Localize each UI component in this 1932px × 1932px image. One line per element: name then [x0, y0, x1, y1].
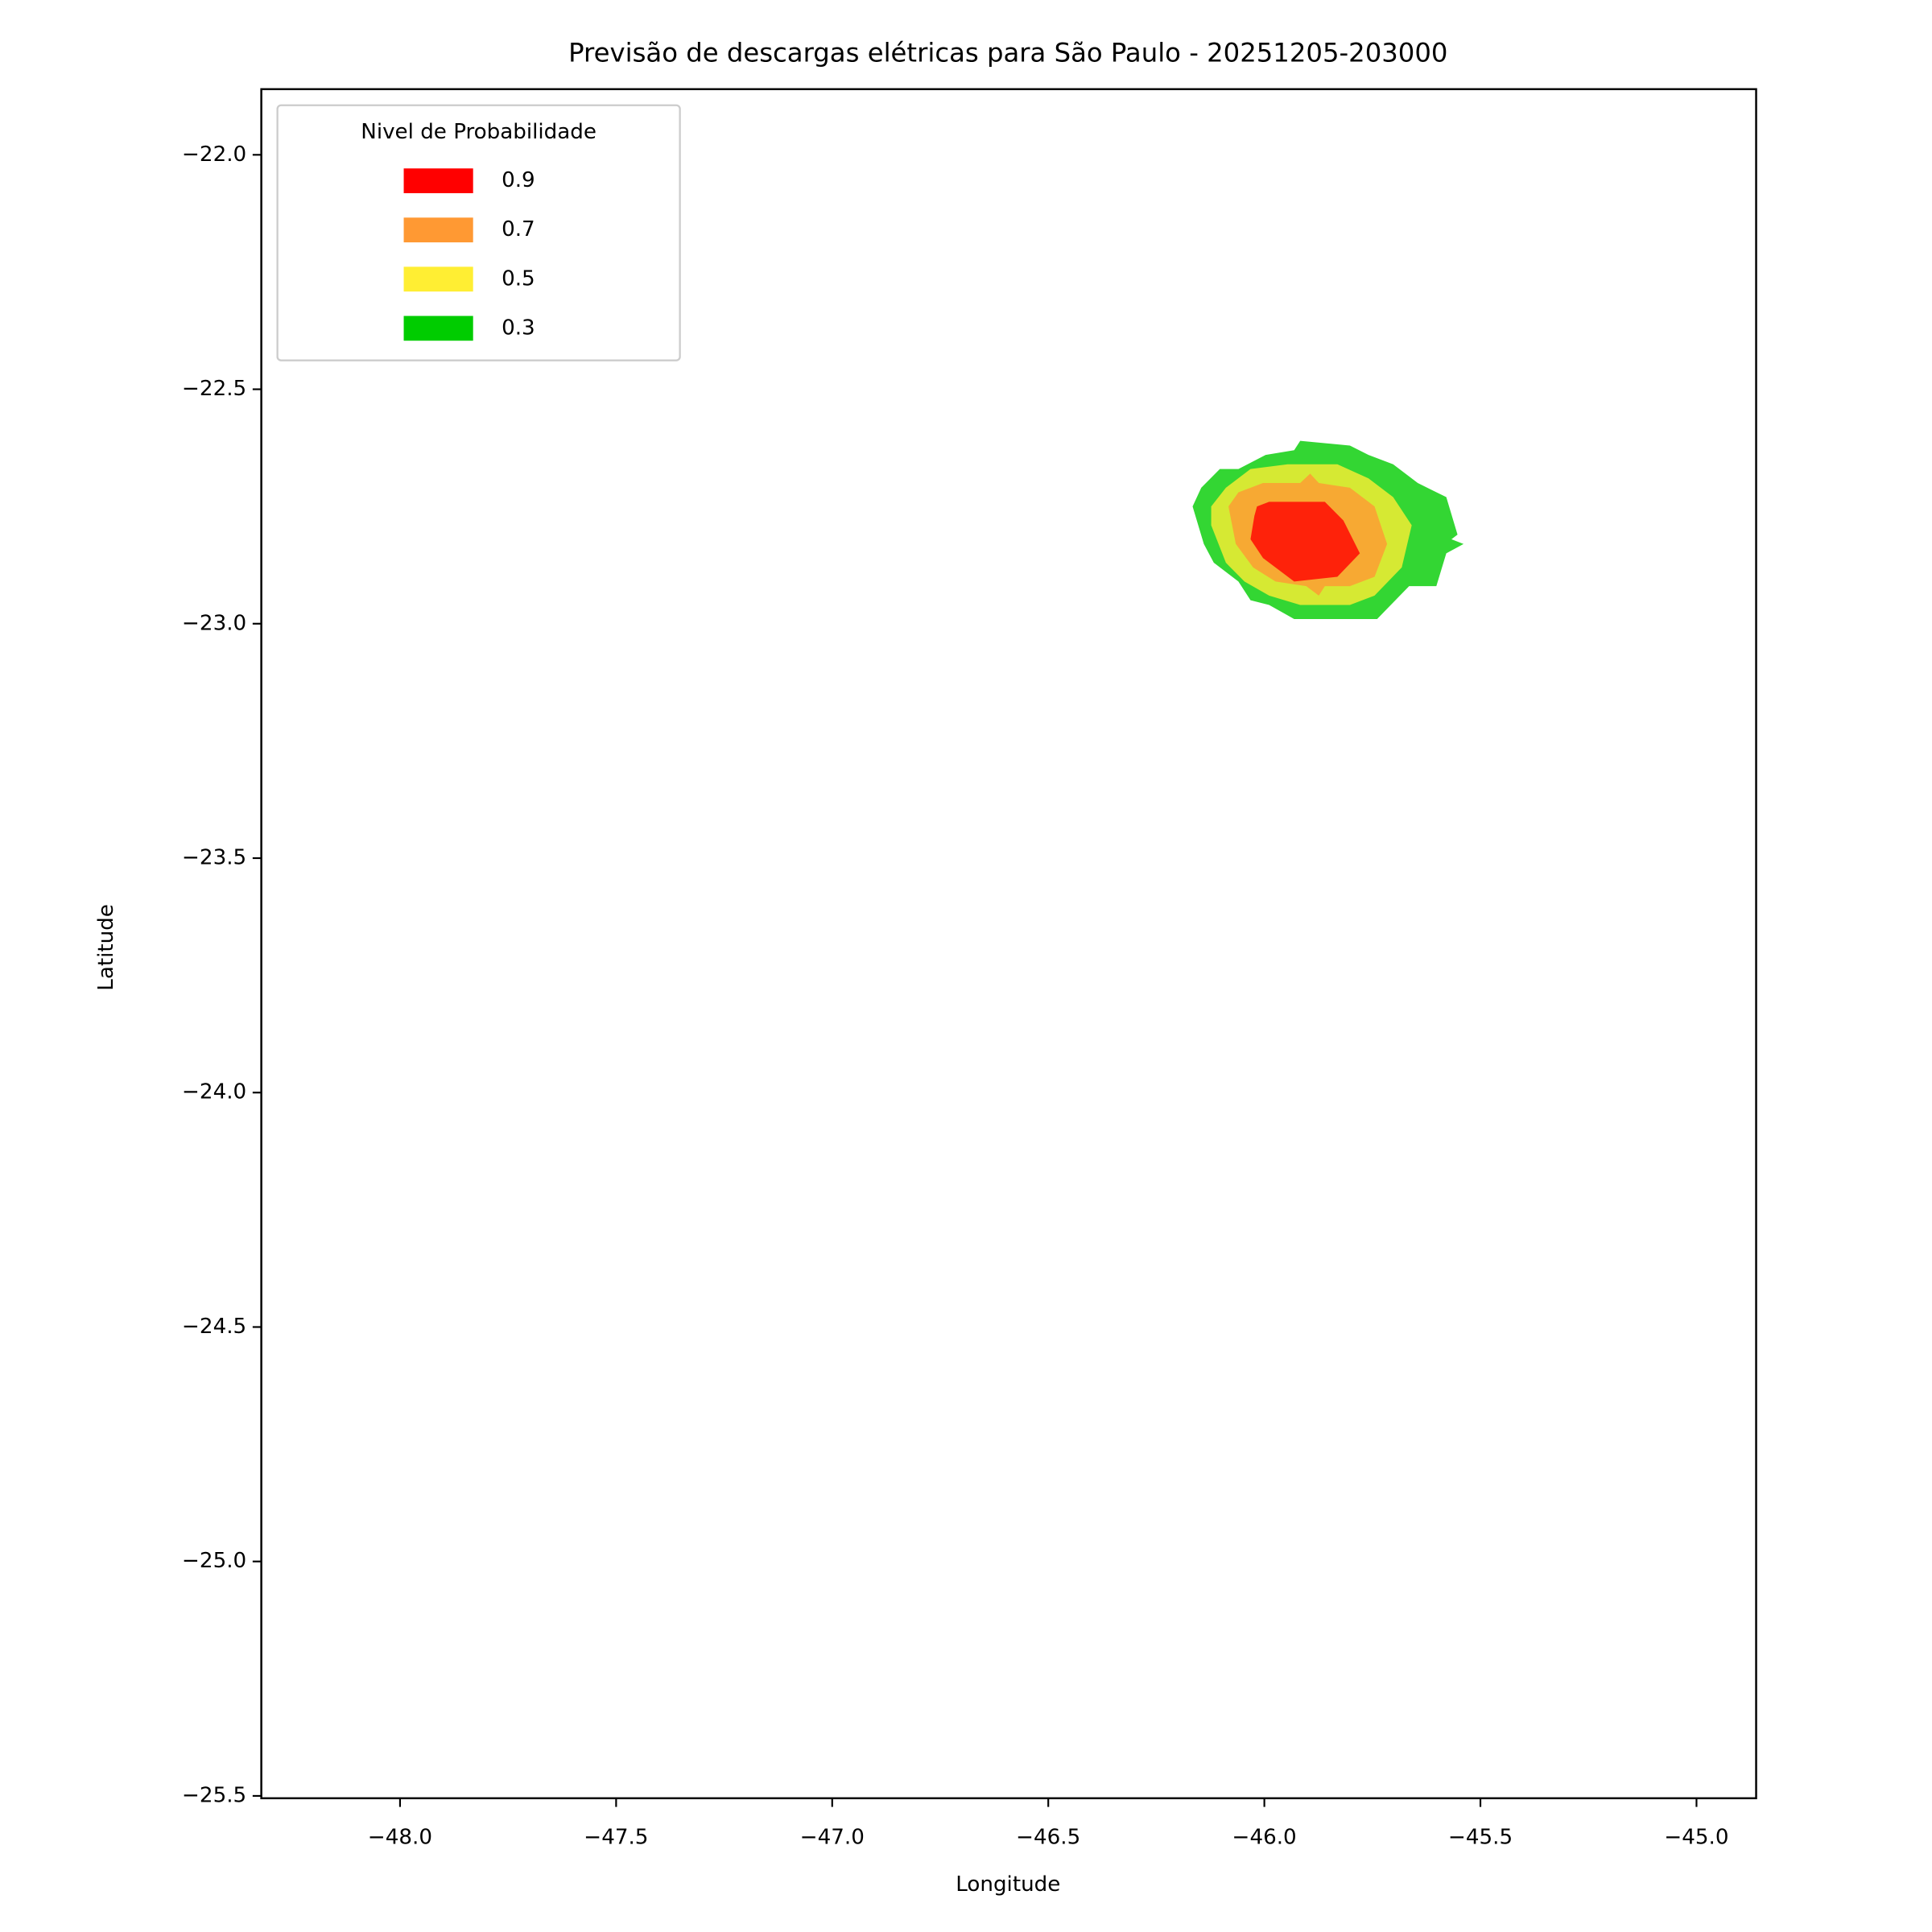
y-tick-label: −23.0: [182, 611, 246, 635]
x-tick-label: −46.5: [1016, 1826, 1080, 1850]
x-tick-label: −45.5: [1448, 1826, 1513, 1850]
contour-region: [1250, 502, 1360, 582]
legend-label: 0.3: [502, 316, 535, 340]
legend-swatch: [403, 168, 473, 193]
legend-swatch: [403, 217, 473, 243]
y-tick-label: −24.0: [182, 1080, 246, 1104]
legend-label: 0.9: [502, 168, 535, 192]
y-tick-label: −25.0: [182, 1549, 246, 1573]
x-tick-label: −48.0: [368, 1826, 432, 1850]
plot-frame: [260, 88, 1757, 1800]
x-axis-label: Longitude: [956, 1872, 1060, 1897]
y-tick-label: −23.5: [182, 846, 246, 870]
y-tick-label: −22.5: [182, 377, 246, 401]
legend: Nivel de Probabilidade 0.9 0.7 0.5 0.3: [276, 104, 681, 361]
x-tick-label: −47.0: [800, 1826, 865, 1850]
chart-title: Previsão de descargas elétricas para São…: [568, 38, 1447, 68]
x-tick-label: −47.5: [584, 1826, 648, 1850]
y-axis-label: Latitude: [94, 904, 118, 991]
x-tick-label: −46.0: [1232, 1826, 1297, 1850]
y-tick-label: −22.0: [182, 142, 246, 167]
legend-swatch: [403, 266, 473, 292]
legend-swatch: [403, 316, 473, 341]
y-tick-label: −25.5: [182, 1783, 246, 1807]
legend-label: 0.5: [502, 266, 535, 291]
legend-title: Nivel de Probabilidade: [361, 120, 597, 144]
legend-label: 0.7: [502, 217, 535, 242]
legend-box: [276, 104, 681, 361]
x-tick-label: −45.0: [1664, 1826, 1728, 1850]
y-tick-label: −24.5: [182, 1315, 246, 1339]
